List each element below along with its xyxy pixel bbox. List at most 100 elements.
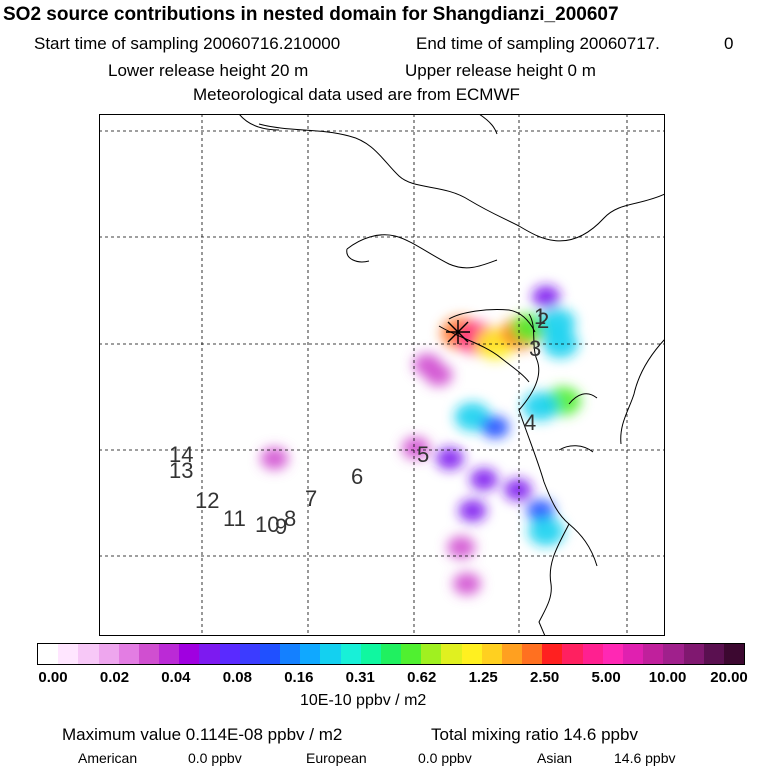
colorbar-tick-label: 0.08 [222,669,252,686]
colorbar-segment [663,644,684,664]
total-mixing-ratio: Total mixing ratio 14.6 ppbv [431,725,638,744]
colorbar-segment [481,644,502,664]
coastlines-and-borders [238,113,666,637]
plume-cell [260,447,289,470]
colorbar-segment [622,644,644,664]
plume-cell [503,478,532,502]
border-line [448,309,536,333]
asian-value: 14.6 ppbv [614,750,676,766]
plume-cell [447,536,476,559]
colorbar-segment [239,644,260,664]
plume-cell [435,447,464,470]
plume-cell [481,416,510,439]
colorbar-segment [78,644,99,664]
plume-cell [528,517,565,546]
border-line [346,234,498,269]
colorbar-tick-label: 0.16 [284,669,314,686]
trajectory-label: 10 [255,512,279,537]
trajectory-label: 12 [195,488,219,513]
trajectory-label: 13 [169,458,193,483]
lat-lon-grid [99,114,665,636]
colorbar-segment [360,644,381,664]
plume-cell [511,313,548,343]
european-value: 0.0 ppbv [418,750,472,766]
coastline [438,325,530,383]
colorbar-segment [683,644,704,664]
trajectory-label: 5 [417,442,429,467]
colorbar-segment [159,644,180,664]
border-line [238,113,280,131]
colorbar-tick-label: 5.00 [591,669,621,686]
colorbar-units: 10E-10 ppbv / m2 [300,692,427,709]
colorbar-segment [501,644,523,664]
colorbar-tick-label: 0.02 [99,669,130,686]
colorbar-segment [38,644,59,664]
border-line [518,313,540,411]
plume-cell [458,499,487,522]
coastline [620,338,666,445]
end-time-suffix: 0 [724,34,734,53]
colorbar-segment [380,644,402,664]
colorbar-segment [300,644,321,664]
border-line [258,123,666,242]
plume-cell [539,308,576,338]
trajectory-label: 8 [284,506,296,531]
european-label: European [306,750,367,766]
max-value-label: Maximum value 0.114E-08 ppbv / m2 [62,725,343,744]
meteorological-source-label: Meteorological data used are from ECMWF [193,85,520,104]
colorbar-segment [219,644,240,664]
colorbar-segment [259,644,281,664]
colorbar-segment [643,644,664,664]
colorbar-segment [179,644,200,664]
colorbar-segment [441,644,462,664]
plume-cell [401,436,430,460]
colorbar-tick-label: 2.50 [530,669,560,686]
map-canvas: 1 2 3 4 5 6 7 8 9 10 11 12 13 14 [99,113,666,637]
colorbar-segment [522,644,543,664]
trajectory-label: 1 [534,304,546,329]
end-time-label: End time of sampling 20060717. [416,34,660,53]
colorbar-segment [602,644,623,664]
trajectory-label: 11 [223,506,246,531]
colorbar-segment [138,644,160,664]
concentration-plume [260,285,582,595]
border-line [478,113,498,135]
trajectory-label: 6 [351,464,363,489]
colorbar-segment [401,644,422,664]
colorbar-segment [542,644,563,664]
plume-cell [526,499,555,522]
plume-cell [542,329,579,359]
plume-cell [454,402,491,432]
colorbar-segment [340,644,361,664]
upper-release-height: Upper release height 0 m [405,61,596,80]
plume-cell [532,285,561,308]
colorbar-segment [461,644,482,664]
plot-title: SO2 source contributions in nested domai… [3,4,619,25]
colorbar-tick-label: 20.00 [710,669,748,686]
colorbar-segment [562,644,583,664]
colorbar-tick-label: 0.31 [345,669,375,686]
colorbar-segment [58,644,79,664]
american-label: American [78,750,138,766]
colorbar-tick-label: 0.62 [407,669,437,686]
colorbar [37,643,745,665]
colorbar-segment [723,644,745,664]
star-icon [446,320,470,344]
map-panel[interactable]: 1 2 3 4 5 6 7 8 9 10 11 12 13 14 [99,113,666,637]
plume-cell [469,468,498,491]
colorbar-segment [118,644,139,664]
coastline [568,393,598,405]
lower-release-height: Lower release height 20 m [108,61,309,80]
colorbar-segment [320,644,341,664]
trajectory-label: 4 [524,410,536,435]
plume-cell [522,391,559,421]
colorbar-segment [703,644,724,664]
plume-cell [413,353,442,376]
plume-cell [452,572,481,595]
coastline [568,523,598,567]
start-time-label: Start time of sampling 20060716.210000 [34,34,341,53]
trajectory-label: 9 [275,514,287,539]
trajectory-label: 14 [169,442,193,467]
border-line [346,248,370,263]
colorbar-tick-label: 1.25 [468,669,498,686]
